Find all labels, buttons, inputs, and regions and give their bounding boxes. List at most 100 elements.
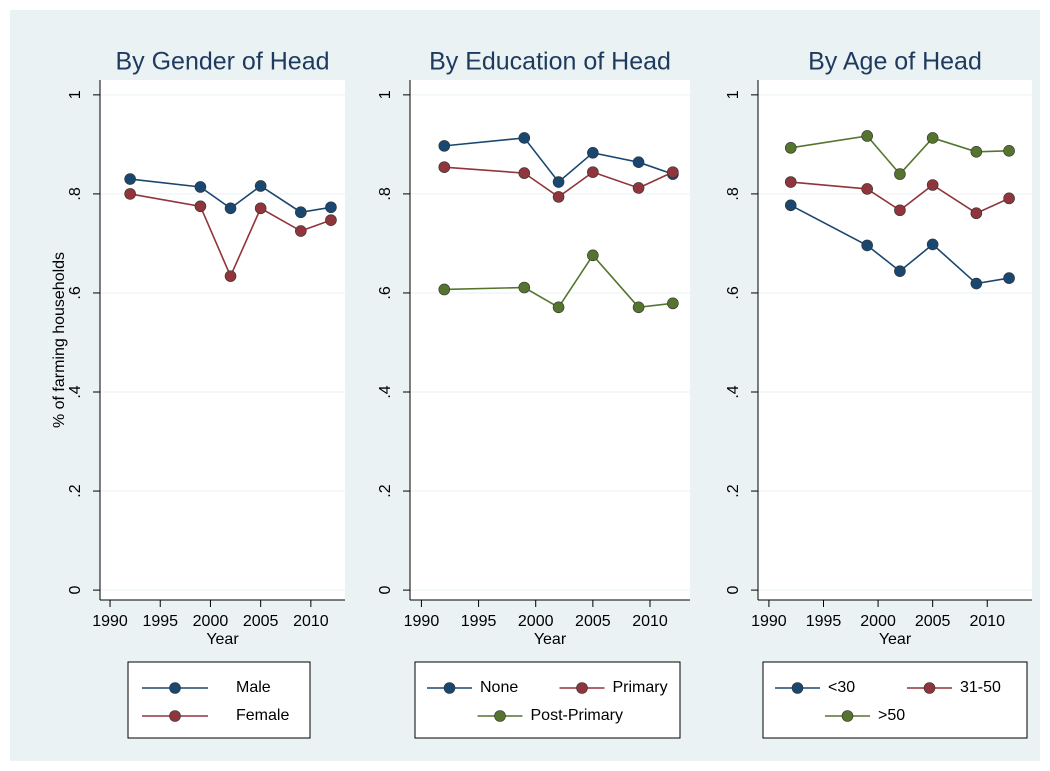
x-tick-label: 1990	[92, 613, 128, 630]
x-tick-label: 2000	[518, 613, 554, 630]
point	[667, 297, 679, 310]
point	[552, 176, 565, 188]
point	[926, 132, 939, 144]
point	[970, 207, 983, 220]
x-tick-label: 1990	[751, 613, 787, 630]
y-tick-label: .2	[377, 484, 394, 497]
point	[632, 182, 645, 194]
x-tick-label: 1995	[806, 613, 842, 630]
legend-box	[762, 661, 1028, 739]
x-tick-label: 1990	[404, 613, 440, 630]
x-axis-title: Year	[534, 631, 567, 648]
legend-label: None	[480, 679, 518, 696]
point	[632, 301, 645, 314]
y-tick-label: 0	[67, 586, 84, 595]
legend-label: Female	[236, 707, 289, 724]
y-tick-label: .6	[67, 286, 84, 299]
legend-marker	[443, 682, 456, 694]
legend-box	[127, 661, 311, 739]
point	[224, 270, 237, 282]
point	[894, 168, 906, 180]
y-tick-label: .2	[725, 484, 742, 497]
point	[518, 281, 531, 294]
y-tick-label: 1	[67, 90, 84, 99]
point	[1003, 145, 1015, 157]
point	[667, 166, 679, 178]
panel-title: By Education of Head	[429, 48, 671, 76]
point	[970, 146, 983, 158]
x-tick-label: 2010	[632, 613, 668, 630]
x-tick-label: 2000	[193, 613, 229, 630]
point	[254, 202, 267, 215]
point	[1003, 192, 1015, 205]
x-tick-label: 2005	[575, 613, 611, 630]
point	[438, 140, 451, 152]
point	[438, 161, 451, 173]
legend-marker	[923, 682, 936, 694]
point	[124, 188, 136, 200]
point	[124, 173, 136, 185]
x-tick-label: 2005	[243, 613, 279, 630]
y-tick-label: .8	[377, 187, 394, 200]
y-axis-title: % of farming households	[51, 252, 68, 428]
legend-label: Post-Primary	[531, 707, 623, 724]
point	[295, 225, 307, 237]
plot-area	[410, 80, 690, 600]
panel-title: By Gender of Head	[115, 48, 329, 76]
point	[325, 214, 337, 226]
point	[587, 147, 599, 159]
y-tick-label: 0	[377, 586, 394, 595]
point	[194, 181, 207, 193]
x-tick-label: 1995	[461, 613, 497, 630]
point	[587, 166, 599, 178]
point	[587, 249, 599, 262]
y-tick-label: .8	[725, 187, 742, 200]
point	[552, 191, 565, 203]
series-line	[444, 166, 674, 198]
y-tick-label: .6	[725, 286, 742, 299]
series-line	[444, 137, 674, 184]
point	[784, 142, 797, 154]
legend-label: Male	[236, 679, 271, 696]
point	[632, 156, 645, 169]
point	[518, 167, 531, 179]
x-tick-label: 2010	[969, 613, 1005, 630]
point	[784, 176, 797, 188]
point	[926, 179, 939, 191]
legend-marker	[169, 682, 181, 694]
y-tick-label: 1	[725, 90, 742, 99]
point	[438, 283, 451, 296]
point	[861, 183, 873, 195]
point	[552, 301, 565, 314]
point	[861, 239, 873, 252]
y-tick-label: 0	[725, 586, 742, 595]
y-tick-label: .4	[377, 385, 394, 398]
plot-area	[100, 80, 345, 600]
point	[254, 180, 267, 192]
x-tick-label: 1995	[142, 613, 178, 630]
point	[861, 130, 873, 142]
x-axis-title: Year	[879, 631, 912, 648]
x-tick-label: 2010	[293, 613, 329, 630]
point	[194, 200, 207, 213]
y-tick-label: .2	[67, 484, 84, 497]
point	[894, 204, 906, 217]
x-tick-label: 2005	[915, 613, 951, 630]
legend-label: >50	[878, 707, 905, 724]
x-tick-label: 2000	[860, 613, 896, 630]
legend-marker	[494, 710, 506, 722]
point	[518, 132, 531, 144]
point	[784, 199, 797, 212]
y-tick-label: .8	[67, 187, 84, 200]
point	[295, 206, 307, 219]
legend-label: Primary	[613, 679, 668, 696]
point	[970, 277, 983, 290]
legend-marker	[841, 710, 854, 722]
point	[325, 201, 337, 214]
y-tick-label: .6	[377, 286, 394, 299]
series-line	[790, 181, 1010, 215]
plot-area	[758, 80, 1032, 600]
y-tick-label: .4	[67, 385, 84, 398]
point	[224, 202, 237, 215]
